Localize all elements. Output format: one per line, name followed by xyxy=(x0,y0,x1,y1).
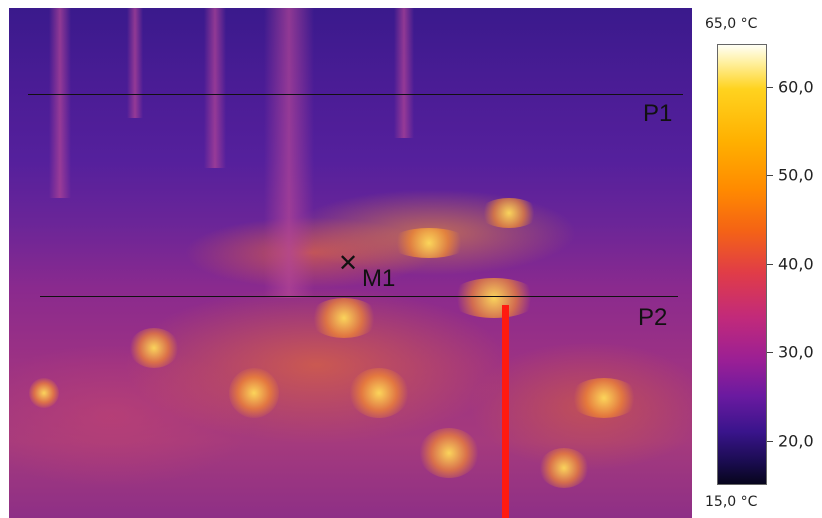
hot-spot xyxy=(389,228,469,258)
profile-line-p1[interactable] xyxy=(28,94,683,95)
scale-tick-label: 30,0 xyxy=(778,342,814,362)
hot-spot xyxy=(349,368,409,418)
hot-spot xyxy=(449,278,539,318)
scale-tick xyxy=(767,441,773,442)
scale-tick xyxy=(767,352,773,353)
tree-trunk xyxy=(394,8,414,138)
scale-tick-label: 40,0 xyxy=(778,254,814,274)
tree-trunk xyxy=(127,8,143,118)
tree-trunk xyxy=(49,8,71,198)
thermal-image xyxy=(9,8,692,518)
profile-line-p2[interactable] xyxy=(40,296,678,297)
profile-label-p1: P1 xyxy=(643,100,673,127)
scale-tick xyxy=(767,264,773,265)
hot-spot xyxy=(539,448,589,488)
hot-spot xyxy=(29,378,59,408)
hot-spot xyxy=(569,378,639,418)
scale-tick-label: 50,0 xyxy=(778,165,814,185)
tree-trunk xyxy=(264,8,314,298)
scale-min-label: 15,0 °C xyxy=(705,494,758,510)
hot-spot xyxy=(129,328,179,368)
color-scale-bar xyxy=(717,44,767,485)
profile-label-p2: P2 xyxy=(638,304,668,331)
hot-spot xyxy=(419,428,479,478)
tree-trunk xyxy=(204,8,226,168)
scale-tick xyxy=(767,87,773,88)
measure-point-cross-icon[interactable]: ✕ xyxy=(338,250,359,277)
measure-point-label: M1 xyxy=(362,265,396,292)
hot-spot xyxy=(229,368,279,418)
scale-max-label: 65,0 °C xyxy=(705,16,758,32)
hot-spot xyxy=(309,298,379,338)
scale-tick xyxy=(767,175,773,176)
scale-tick-label: 60,0 xyxy=(778,77,814,97)
red-vertical-line xyxy=(502,305,509,518)
hot-spot xyxy=(479,198,539,228)
scale-tick-label: 20,0 xyxy=(778,431,814,451)
